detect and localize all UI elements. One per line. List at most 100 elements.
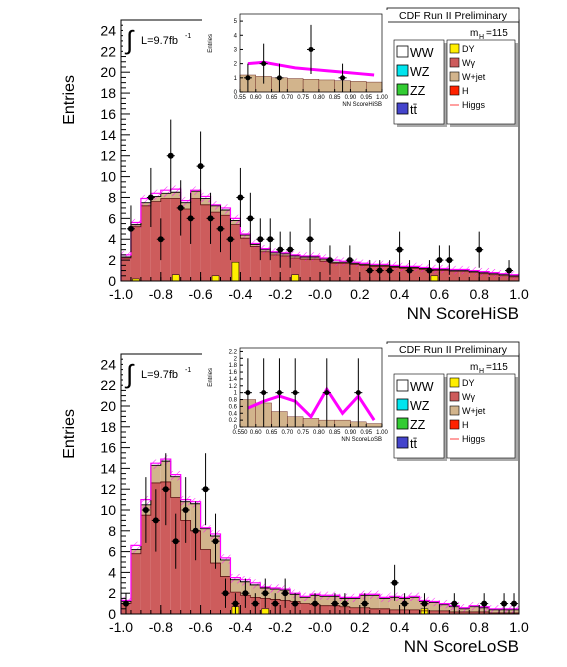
wgamma-bar [349,264,360,281]
inset-background-bar [302,79,320,93]
inset-higgs-line [247,386,376,421]
wgamma-bar [130,226,141,281]
y-tick-label: 10 [100,169,116,185]
wgamma-bar [320,605,330,614]
higgs-band [170,471,181,481]
inset-y-tick-label: 0.4 [229,411,238,417]
chart-title: CDF Run II Preliminary [399,10,508,22]
legend-swatch [396,45,409,58]
data-point [287,246,294,253]
data-point [386,267,393,274]
wgamma-bar [379,266,390,281]
data-point [252,600,259,607]
data-point [187,215,194,222]
inset-x-tick-label: 0.550 [232,430,248,436]
inset-data-point [324,390,330,396]
wgamma-bar [121,258,131,281]
mass-value: =115 [486,362,508,373]
wgamma-bar [140,205,151,281]
x-tick-label: 0.2 [350,619,370,635]
x-tick-label: -1.0 [109,619,133,635]
wgamma-bar [459,611,470,614]
legend-label: ZZ [410,418,426,432]
inset-y-tick-label: 5 [234,19,238,25]
wgamma-bar [349,607,360,614]
integral-symbol: ∫ [124,25,135,55]
dy-bar [430,275,439,282]
wgamma-bar [369,608,380,614]
legend-swatch [396,417,409,430]
legend-right [446,39,516,125]
inset-x-tick-label: 1.00 [376,430,388,436]
data-point [162,486,169,493]
wgamma-bar [489,274,500,281]
data-point [242,590,249,597]
legend-label: W+jet [462,72,486,82]
higgs-band [180,196,191,207]
lumi-exponent: -1 [185,33,191,40]
x-tick-label: 0.4 [390,286,410,302]
inset-data-point [245,390,251,396]
higgs-band [230,573,241,584]
legend-swatch [449,405,460,416]
legend-swatch [396,398,409,411]
data-point [282,590,289,597]
wgamma-bar [320,261,330,281]
inset-data-point [308,46,314,52]
y-tick-label: 4 [108,231,116,247]
legend-label: WW [410,46,434,60]
legend-swatch [449,43,460,54]
wgamma-bar [389,267,400,281]
mass-label: m [470,362,478,373]
wgamma-bar [499,275,510,281]
inset-data-point [276,390,282,396]
wjet-bar [250,584,261,598]
higgs-band [130,541,141,554]
legend-label: WZ [410,399,430,413]
y-tick-label: 12 [100,148,116,164]
data-point [142,507,149,513]
inset-y-tick-label: 1.6 [229,370,238,376]
legend-swatch [449,377,460,388]
legend-label: ZZ [410,84,426,98]
y-tick-label: 20 [100,64,116,80]
wgamma-bar [429,610,440,614]
wgamma-bar [449,271,460,281]
inset-frame [239,347,383,428]
integral-symbol: ∫ [124,359,135,389]
y-tick-label: 8 [108,523,116,539]
data-point [421,600,428,607]
y-tick-label: 12 [100,481,116,497]
data-point [481,600,488,607]
dy-bar [171,274,180,282]
lumi-label: L=9.7fb [141,35,178,47]
data-point [272,600,279,607]
inset-y-tick-label: 0.6 [229,404,238,410]
lumi-box [123,356,197,389]
y-tick-label: 16 [100,440,116,456]
y-tick-label: 6 [108,210,116,226]
inset-y-tick-label: 4 [234,33,238,39]
data-point [451,600,458,607]
wgamma-bar [439,270,450,281]
y-tick-label: 2 [108,585,116,601]
data-point [341,600,348,607]
chart-title: CDF Run II Preliminary [399,344,508,356]
legend-label: Wγ [462,392,475,402]
y-tick-label: 20 [100,398,116,414]
x-tick-label: 0.6 [430,286,450,302]
data-point [152,517,159,524]
mass-subscript: H [479,368,484,375]
x-tick-label: -0.4 [228,619,252,635]
inset-x-tick-label: 1.00 [376,95,388,101]
dy-bar [211,275,220,282]
wgamma-bar [359,265,370,281]
wgamma-bar [160,198,171,281]
data-point [396,246,403,253]
wgamma-bar [300,259,311,281]
legend-label: WZ [410,65,430,79]
legend-swatch [449,57,460,68]
x-tick-label: 0.2 [350,286,370,302]
